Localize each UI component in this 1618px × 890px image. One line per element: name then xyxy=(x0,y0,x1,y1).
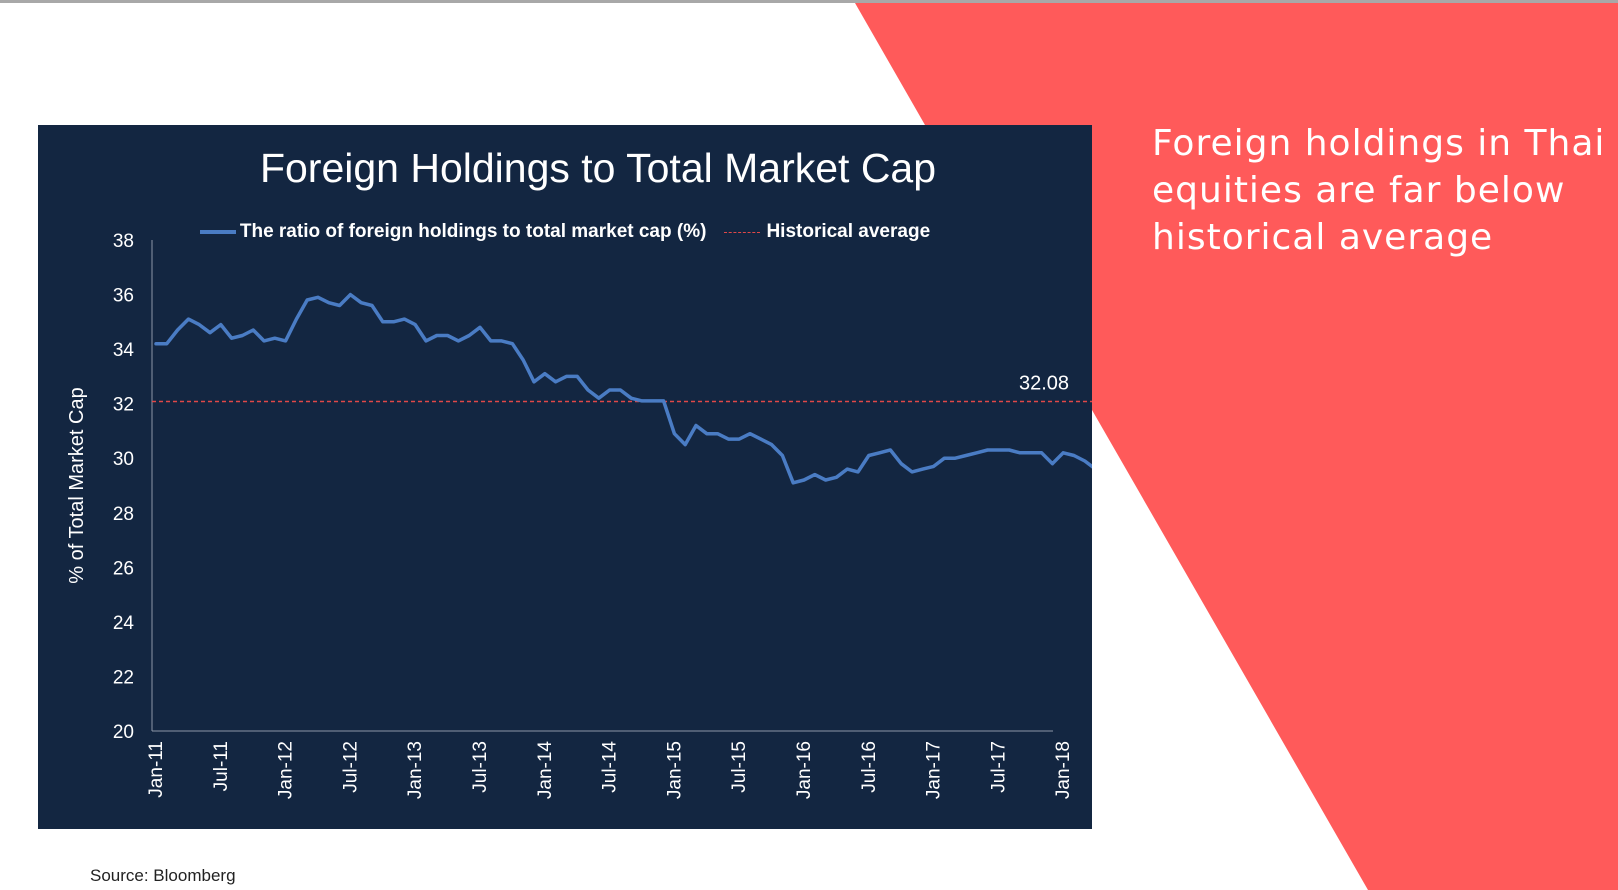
slide-headline: Foreign holdings in Thai equities are fa… xyxy=(1152,123,1606,258)
x-tick-label: Jan-13 xyxy=(405,741,426,799)
y-tick-label: 34 xyxy=(113,340,135,361)
x-tick-label: Jan-11 xyxy=(146,741,167,798)
x-tick-label: Jul-17 xyxy=(988,741,1009,793)
y-tick-label: 28 xyxy=(113,504,134,525)
y-tick-label: 22 xyxy=(113,667,134,688)
y-tick-label: 38 xyxy=(113,231,134,252)
y-tick-label: 32 xyxy=(113,395,134,416)
x-tick-label: Jul-16 xyxy=(859,741,880,793)
y-tick-label: 36 xyxy=(113,286,134,307)
legend-label-ratio: The ratio of foreign holdings to total m… xyxy=(239,221,707,242)
x-tick-label: Jan-14 xyxy=(535,741,556,800)
x-tick-label: Jan-12 xyxy=(276,741,297,799)
x-tick-label: Jan-18 xyxy=(1053,741,1074,799)
ratio-series-line xyxy=(154,292,1092,485)
legend-item-ratio: The ratio of foreign holdings to total m… xyxy=(199,221,707,243)
legend-line-swatch xyxy=(199,230,236,234)
source-note: Source: Bloomberg xyxy=(90,866,236,885)
x-tick-label: Jul-15 xyxy=(729,741,750,793)
x-tick-label: Jan-15 xyxy=(664,741,685,799)
average-value-label: 32.08 xyxy=(1019,372,1069,394)
x-tick-label: Jan-16 xyxy=(794,741,815,799)
y-tick-label: 24 xyxy=(113,613,135,634)
x-tick-label: Jul-12 xyxy=(340,741,361,793)
y-tick-label: 26 xyxy=(113,558,134,579)
y-axis-label: % of Total Market Cap xyxy=(66,387,88,583)
line-chart: 20 22 24 26 28 30 32 34 36 38 % of Total Market Ca… xyxy=(66,231,1092,800)
x-tick-label: Jan-17 xyxy=(924,741,945,799)
chart-panel: 20 22 24 26 28 30 32 34 36 38 % of Total Market Ca… xyxy=(38,125,1092,829)
top-border-line xyxy=(0,0,1618,3)
legend-dashed-swatch xyxy=(724,231,761,233)
chart-title: Foreign Holdings to Total Market Cap xyxy=(259,145,937,191)
y-tick-label: 20 xyxy=(113,722,134,743)
legend-label-average: Historical average xyxy=(766,221,931,242)
legend-item-average: Historical average xyxy=(724,221,930,243)
x-tick-label: Jul-11 xyxy=(211,741,232,791)
chart-legend: The ratio of foreign holdings to total m… xyxy=(38,221,1092,243)
y-tick-label: 30 xyxy=(113,449,134,470)
x-tick-label: Jul-14 xyxy=(600,741,621,793)
x-tick-label: Jul-13 xyxy=(470,741,491,793)
